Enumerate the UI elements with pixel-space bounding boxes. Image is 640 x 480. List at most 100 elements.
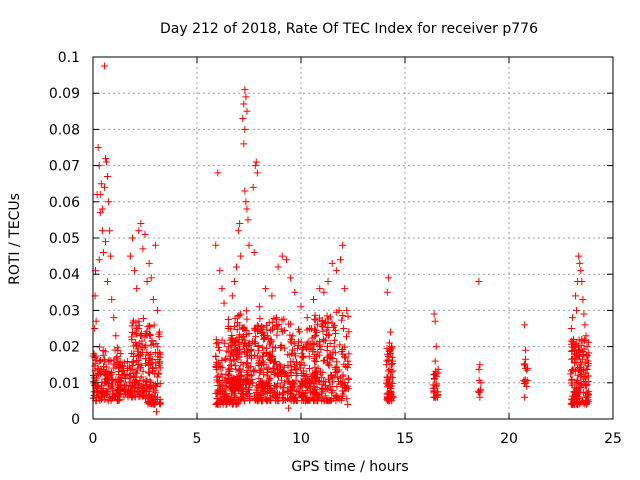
data-point <box>147 360 155 368</box>
data-point <box>522 364 530 372</box>
data-point <box>251 162 259 170</box>
data-point <box>345 328 353 336</box>
data-point <box>270 323 278 331</box>
y-tick-label: 0.01 <box>49 376 80 392</box>
data-point <box>325 331 333 339</box>
y-tick-label: 0.05 <box>49 231 80 247</box>
data-point <box>273 331 281 339</box>
data-point <box>104 172 112 180</box>
data-point <box>319 368 327 376</box>
data-point <box>333 363 341 371</box>
data-point <box>579 296 587 304</box>
data-point <box>106 382 114 390</box>
data-point <box>521 355 529 363</box>
data-point <box>310 389 318 397</box>
data-point <box>267 396 275 404</box>
data-point <box>246 392 254 400</box>
data-point <box>228 348 236 356</box>
data-point <box>101 238 109 246</box>
data-point <box>343 395 351 403</box>
data-point <box>218 285 226 293</box>
data-point <box>332 308 340 316</box>
data-point <box>577 380 585 388</box>
data-point <box>254 391 262 399</box>
data-point <box>276 344 284 352</box>
data-point <box>141 230 149 238</box>
data-point <box>236 220 244 228</box>
data-point <box>389 379 397 387</box>
data-point <box>278 252 286 260</box>
data-point <box>115 368 123 376</box>
data-point <box>235 333 243 341</box>
data-point <box>389 357 397 365</box>
data-point <box>315 377 323 385</box>
data-point <box>148 337 156 345</box>
data-point <box>274 263 282 271</box>
data-point <box>328 259 336 267</box>
data-point <box>339 346 347 354</box>
data-point <box>214 339 222 346</box>
data-point <box>105 198 113 206</box>
data-point <box>255 375 263 383</box>
data-point <box>237 310 245 318</box>
data-point <box>291 288 299 296</box>
data-point <box>103 158 111 166</box>
data-point <box>344 312 352 320</box>
data-point <box>270 314 278 322</box>
data-point <box>430 387 438 395</box>
data-point <box>575 252 583 260</box>
data-point <box>279 368 287 376</box>
data-point <box>582 365 590 373</box>
y-axis-label: ROTI / TECUs <box>7 193 23 285</box>
data-point <box>216 267 224 275</box>
data-point <box>271 369 279 377</box>
data-point <box>235 367 243 375</box>
data-point <box>329 323 337 331</box>
data-point <box>326 397 334 405</box>
data-point <box>240 140 248 148</box>
data-point <box>129 319 137 327</box>
data-point <box>523 382 531 390</box>
data-point <box>117 384 125 392</box>
data-point <box>240 395 248 403</box>
data-point <box>388 392 396 400</box>
data-point <box>256 367 264 375</box>
data-point <box>121 390 129 398</box>
data-point <box>298 353 306 361</box>
data-point <box>222 401 230 409</box>
data-point <box>268 292 276 300</box>
data-point <box>316 343 324 351</box>
data-point <box>339 311 347 319</box>
data-point <box>337 396 345 404</box>
data-point <box>583 351 591 359</box>
data-point <box>385 339 393 347</box>
data-point <box>578 277 586 285</box>
data-point <box>328 319 336 327</box>
data-point <box>575 363 583 371</box>
data-point <box>333 383 341 391</box>
y-tick-label: 0.03 <box>49 303 80 319</box>
data-point <box>250 248 258 256</box>
data-point <box>330 343 338 351</box>
data-point <box>138 382 146 390</box>
data-point <box>151 349 159 357</box>
data-point <box>228 390 236 398</box>
data-point <box>576 259 584 267</box>
data-point <box>97 367 105 375</box>
data-point <box>288 335 296 343</box>
data-point <box>293 388 301 396</box>
chart-title: Day 212 of 2018, Rate Of TEC Index for r… <box>160 21 538 37</box>
data-point <box>107 252 115 260</box>
data-point <box>113 353 121 361</box>
data-point <box>568 401 576 409</box>
data-point <box>258 328 266 336</box>
data-point <box>239 115 247 123</box>
data-point <box>242 198 250 206</box>
data-point <box>248 371 256 379</box>
data-point <box>287 320 295 328</box>
data-point <box>144 322 152 330</box>
data-point <box>121 382 129 390</box>
data-point <box>240 100 248 108</box>
data-point <box>521 393 529 401</box>
data-point <box>432 382 440 390</box>
